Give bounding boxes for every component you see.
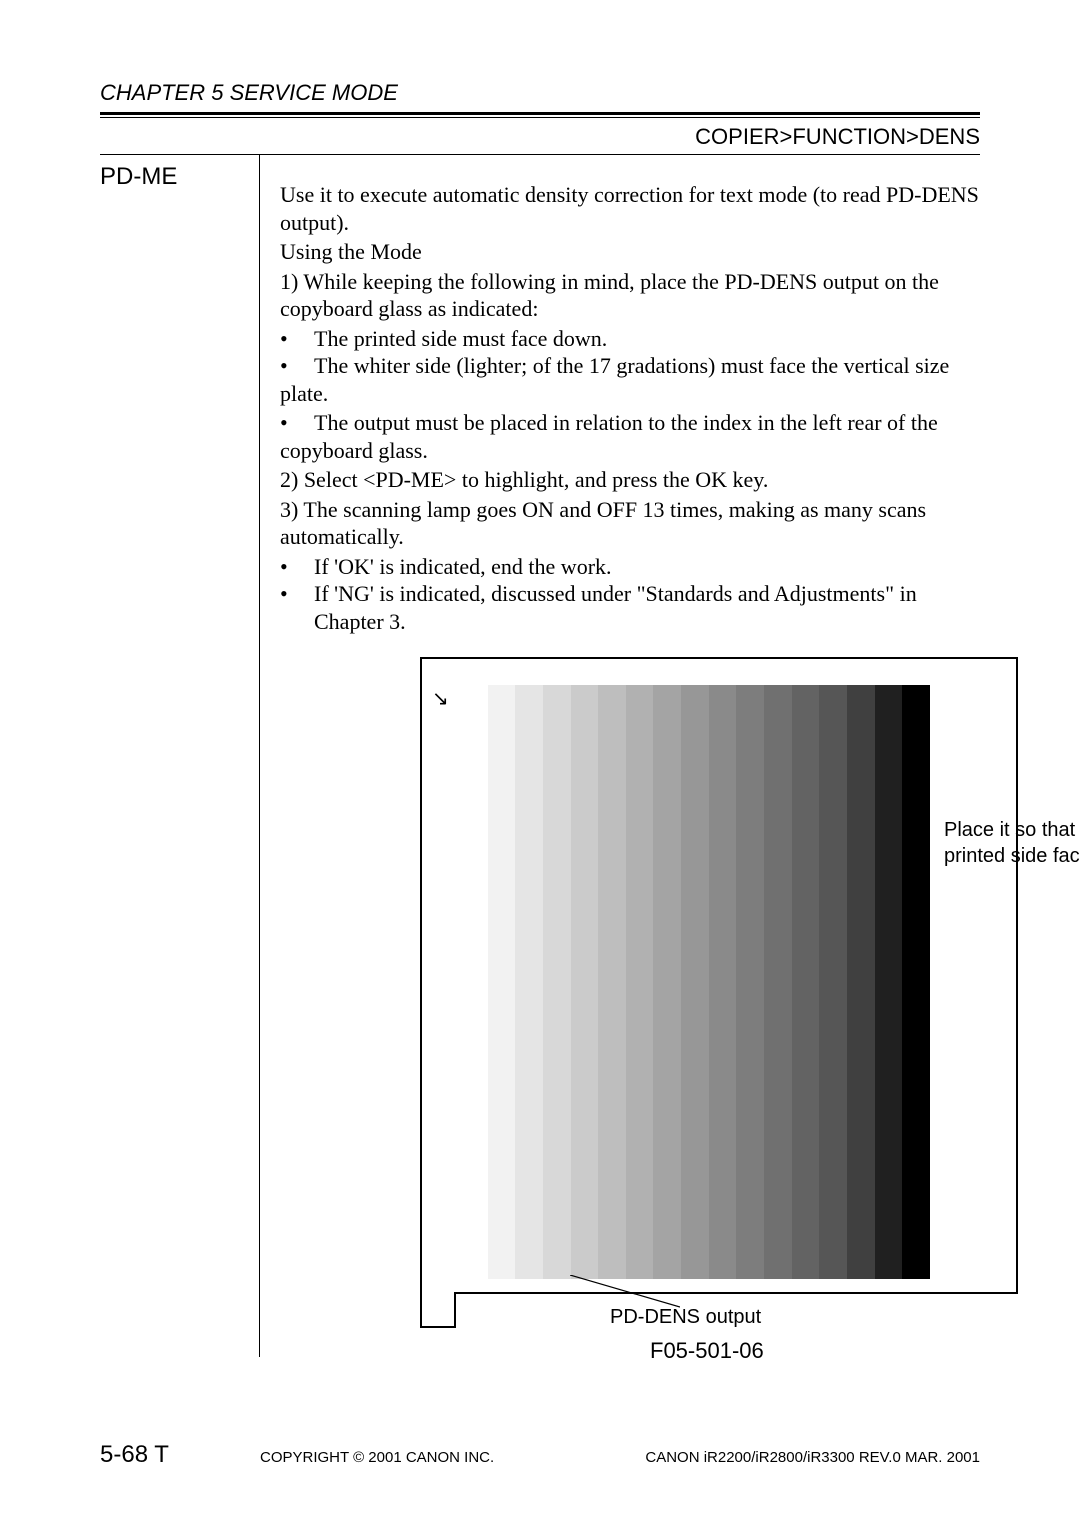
bullet-item: • If 'NG' is indicated, discussed under … — [280, 580, 980, 635]
gradation-bar — [626, 685, 654, 1279]
bullet-icon: • — [280, 553, 314, 581]
bullet-item: • The printed side must face down. — [280, 325, 980, 353]
gradation-bar — [598, 685, 626, 1279]
bullet-icon: • — [280, 325, 314, 353]
figure-number: F05-501-06 — [650, 1337, 764, 1365]
bullet-item: • The whiter side (lighter; of the 17 gr… — [280, 352, 980, 380]
bullet-item: • If 'OK' is indicated, end the work. — [280, 553, 980, 581]
bullet-text: The output must be placed in relation to… — [314, 409, 980, 437]
gradation-bar — [571, 685, 599, 1279]
bullet-icon: • — [280, 352, 314, 380]
intro-text: Use it to execute automatic density corr… — [280, 181, 980, 236]
bullet-icon: • — [280, 409, 314, 437]
gradation-bar — [488, 685, 516, 1279]
figure-annotation: Place it so that the printed side faces … — [944, 817, 1080, 869]
glass-bottom-edge — [456, 1292, 1018, 1294]
pd-dens-label: PD-DENS output — [610, 1305, 761, 1330]
page: CHAPTER 5 SERVICE MODE COPIER>FUNCTION>D… — [0, 0, 1080, 1529]
rule-thick — [100, 112, 980, 115]
gradation-bar — [902, 685, 930, 1279]
bullet-continuation: copyboard glass. — [280, 437, 980, 465]
index-arrow-icon: ↘ — [432, 687, 449, 712]
content-row: PD-ME Use it to execute automatic densit… — [100, 155, 980, 1357]
bullet-continuation: plate. — [280, 380, 980, 408]
bullet-icon: • — [280, 580, 314, 635]
copyright-text: COPYRIGHT © 2001 CANON INC. — [260, 1449, 645, 1466]
gradation-bar — [515, 685, 543, 1279]
bullet-item: • The output must be placed in relation … — [280, 409, 980, 437]
gradation-bar — [543, 685, 571, 1279]
entry-body: Use it to execute automatic density corr… — [260, 155, 980, 1357]
gradation-bar — [847, 685, 875, 1279]
step-1: 1) While keeping the following in mind, … — [280, 268, 980, 323]
gradation-bar — [709, 685, 737, 1279]
revision-text: CANON iR2200/iR2800/iR3300 REV.0 MAR. 20… — [645, 1449, 980, 1466]
step-3: 3) The scanning lamp goes ON and OFF 13 … — [280, 496, 980, 551]
gradation-bar — [792, 685, 820, 1279]
bullet-text: If 'OK' is indicated, end the work. — [314, 553, 980, 581]
chapter-heading: CHAPTER 5 SERVICE MODE — [100, 80, 980, 106]
figure-area: ↘ Place it so that the printed side face… — [280, 657, 980, 1357]
gradation-bar — [764, 685, 792, 1279]
gradation-chart — [460, 685, 930, 1279]
entry-label: PD-ME — [100, 163, 259, 191]
bullet-text: The printed side must face down. — [314, 325, 980, 353]
gradation-bar — [875, 685, 903, 1279]
using-mode-heading: Using the Mode — [280, 238, 980, 266]
bullet-text: If 'NG' is indicated, discussed under "S… — [314, 580, 980, 635]
step-2: 2) Select <PD-ME> to highlight, and pres… — [280, 466, 980, 494]
gradation-bar — [460, 685, 488, 1279]
breadcrumb: COPIER>FUNCTION>DENS — [100, 124, 980, 150]
entry-label-column: PD-ME — [100, 155, 260, 1357]
bullet-text: The whiter side (lighter; of the 17 grad… — [314, 352, 980, 380]
page-number: 5-68 T — [100, 1441, 260, 1469]
gradation-bar — [736, 685, 764, 1279]
page-footer: 5-68 T COPYRIGHT © 2001 CANON INC. CANON… — [100, 1441, 980, 1469]
gradation-bar — [653, 685, 681, 1279]
gradation-bar — [681, 685, 709, 1279]
rule-thin — [100, 117, 980, 118]
glass-index-notch — [420, 1292, 456, 1328]
gradation-bar — [819, 685, 847, 1279]
